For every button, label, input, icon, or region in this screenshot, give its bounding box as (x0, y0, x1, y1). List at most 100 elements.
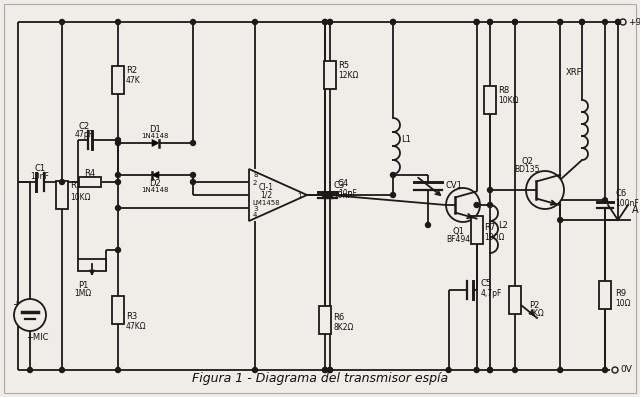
Circle shape (488, 19, 493, 25)
Text: P1: P1 (78, 281, 88, 290)
Text: C2: C2 (79, 122, 90, 131)
Text: 10nF: 10nF (31, 172, 49, 181)
Circle shape (602, 198, 607, 203)
Circle shape (513, 19, 518, 25)
Circle shape (474, 19, 479, 25)
Circle shape (616, 19, 621, 25)
Text: R1: R1 (70, 181, 81, 189)
Circle shape (328, 368, 333, 372)
Circle shape (115, 137, 120, 143)
Circle shape (115, 368, 120, 372)
Text: Q2: Q2 (521, 157, 533, 166)
Text: D2: D2 (149, 179, 161, 188)
Circle shape (513, 368, 518, 372)
Circle shape (446, 368, 451, 372)
Text: 8: 8 (253, 172, 257, 178)
Polygon shape (249, 169, 307, 221)
Text: 7KΩ: 7KΩ (82, 176, 98, 185)
Bar (112, 66, 124, 94)
Circle shape (14, 299, 46, 331)
Circle shape (390, 19, 396, 25)
Text: 0V: 0V (620, 366, 632, 374)
Circle shape (474, 368, 479, 372)
Text: BD135: BD135 (515, 165, 540, 174)
Circle shape (323, 368, 328, 372)
Circle shape (28, 368, 33, 372)
Circle shape (115, 141, 120, 145)
Circle shape (323, 193, 328, 197)
Text: 4KΩ: 4KΩ (529, 310, 545, 318)
Circle shape (474, 19, 479, 25)
Circle shape (323, 368, 328, 372)
Text: L2: L2 (498, 220, 508, 229)
Circle shape (253, 19, 257, 25)
Text: 47pF: 47pF (74, 130, 93, 139)
Circle shape (579, 19, 584, 25)
Text: XRF: XRF (566, 68, 582, 77)
Circle shape (602, 368, 607, 372)
Text: R8: R8 (498, 86, 509, 95)
Circle shape (426, 222, 431, 227)
Circle shape (328, 193, 333, 197)
Text: LM1458: LM1458 (252, 200, 280, 206)
Bar (112, 296, 124, 324)
Circle shape (115, 19, 120, 25)
Bar (470, 216, 483, 244)
Text: BF494: BF494 (446, 235, 470, 244)
Text: 10KΩ: 10KΩ (498, 96, 518, 105)
Circle shape (557, 19, 563, 25)
Text: CI-1: CI-1 (259, 183, 273, 191)
Text: R5: R5 (338, 61, 349, 70)
Circle shape (323, 19, 328, 25)
Text: C5: C5 (481, 279, 492, 289)
Circle shape (60, 368, 65, 372)
Circle shape (488, 368, 493, 372)
Circle shape (323, 19, 328, 25)
Circle shape (557, 218, 563, 222)
Circle shape (328, 19, 333, 25)
Text: A: A (632, 205, 639, 215)
Text: 4,7pF: 4,7pF (481, 289, 502, 299)
Text: 1N4148: 1N4148 (141, 133, 169, 139)
Bar (509, 286, 521, 314)
Text: P2: P2 (529, 301, 540, 310)
Bar (599, 281, 611, 309)
Bar (324, 61, 336, 89)
Text: 3: 3 (253, 206, 257, 212)
Text: 1MΩ: 1MΩ (74, 289, 92, 298)
Circle shape (328, 368, 333, 372)
Text: CV1: CV1 (445, 181, 462, 189)
Circle shape (390, 193, 396, 197)
Text: 47KΩ: 47KΩ (126, 322, 147, 331)
Text: C6: C6 (615, 189, 627, 197)
Text: Figura 1 - Diagrama del transmisor espía: Figura 1 - Diagrama del transmisor espía (192, 372, 448, 385)
Circle shape (579, 19, 584, 25)
Text: R2: R2 (126, 66, 137, 75)
Text: R7: R7 (484, 224, 496, 233)
Bar (319, 306, 331, 334)
Circle shape (526, 171, 564, 209)
Text: D1: D1 (149, 125, 161, 134)
Text: 10nF: 10nF (333, 191, 352, 200)
Circle shape (328, 19, 333, 25)
Circle shape (60, 19, 65, 25)
Text: C1: C1 (35, 164, 45, 173)
Circle shape (191, 141, 195, 145)
Bar (78, 259, 106, 271)
Circle shape (115, 173, 120, 177)
Bar (79, 177, 101, 187)
Text: +: + (12, 300, 20, 310)
Text: 4: 4 (253, 212, 257, 218)
Circle shape (557, 368, 563, 372)
Text: C3: C3 (333, 181, 344, 189)
Text: L1: L1 (401, 135, 411, 145)
Text: R6: R6 (333, 314, 344, 322)
Text: +MIC: +MIC (26, 333, 49, 342)
Text: 10Ω: 10Ω (615, 299, 630, 308)
Text: 8K2Ω: 8K2Ω (333, 324, 353, 333)
Text: 1/2: 1/2 (260, 191, 272, 200)
Circle shape (115, 206, 120, 210)
Circle shape (253, 368, 257, 372)
Circle shape (488, 368, 493, 372)
Circle shape (513, 19, 518, 25)
